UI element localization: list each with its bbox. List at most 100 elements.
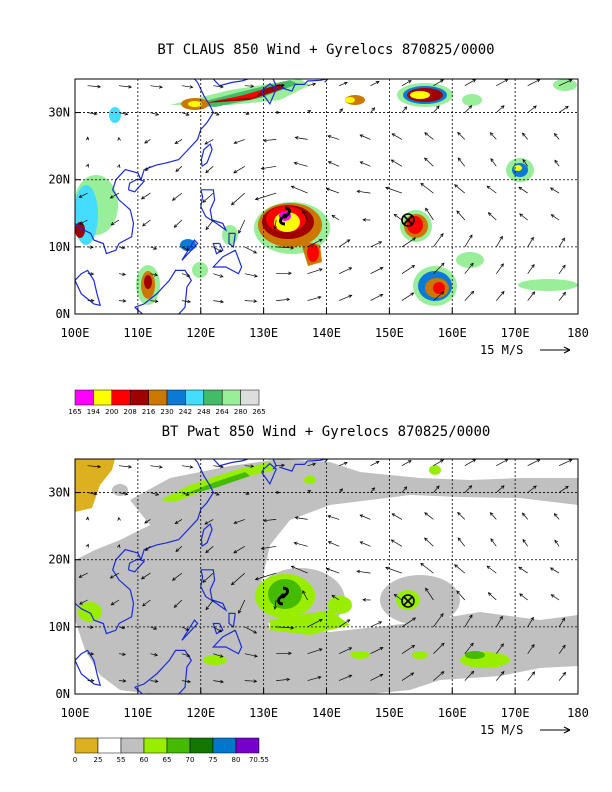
wind-vector [238,219,246,234]
colorbar-label: 242 [179,408,192,416]
wind-vector-head [393,593,398,598]
wind-vector [527,291,535,301]
wind-vector-head [276,110,280,115]
wind-vector [110,572,120,579]
wind-vector [558,264,566,274]
panel1-wind-vectors [78,79,573,304]
wind-vector-head [318,618,323,623]
colorbar-label: 208 [124,408,137,416]
coastline-segment [75,649,102,687]
wind-vector [433,485,440,493]
circled-x-icon [401,594,415,608]
x-tick-label: 180 [567,706,589,720]
wind-vector-head [79,221,83,225]
wind-vector [391,513,403,520]
wind-vector-head [410,292,415,296]
wind-vector [401,486,407,493]
wind-vector [554,133,560,140]
wind-vector [424,132,434,140]
wind-vector-head [189,465,194,469]
wind-vector-head [490,158,494,162]
wind-vector-head [562,264,566,269]
wind-vector-head [215,492,220,496]
wind-vector [79,192,88,198]
wind-vector [370,81,380,87]
wind-vector [331,215,340,221]
x-tick-label: 150E [375,706,404,720]
wind-vector [261,545,277,550]
wind-vector-head [124,112,129,116]
wind-vector-head [245,111,250,115]
colorbar-swatch [166,389,186,406]
wind-vector [433,459,444,467]
wind-vector [118,246,125,249]
wind-vector-head [318,268,323,272]
y-tick-label: 10N [48,240,70,254]
wind-vector-head [472,79,477,83]
wind-vector [425,588,434,601]
wind-vector-head [93,491,98,496]
coastline-segment [279,459,327,472]
wind-vector-head [85,163,90,168]
wind-vector [454,184,466,194]
wind-vector [181,246,189,251]
wind-vector-head [568,79,573,83]
wind-vector-head [346,619,351,623]
wind-vector-head [379,647,384,651]
wind-vector [181,680,191,683]
wind-vector [291,565,308,574]
wind-vector-head [140,575,145,580]
wind-vector [338,294,352,301]
wind-vector [327,515,340,520]
wind-vector [181,273,190,277]
wind-vector-head [122,299,127,303]
wind-vector-head [500,263,504,268]
colorbar-label: 25 [94,756,103,764]
wind-vector [519,213,528,221]
wind-vector-head [90,678,95,683]
wind-vector-head [550,214,555,218]
wind-vector-head [536,459,541,463]
wind-vector [433,671,445,681]
wind-vector-head [356,189,361,194]
wind-vector-head [253,679,258,683]
y-tick-label: 30N [48,106,70,120]
x-tick-label: 150E [375,326,404,340]
wind-vector-head [219,274,224,278]
wind-vector [496,105,505,113]
wind-vector-head [302,210,306,215]
wind-vector-head [218,248,223,253]
wind-vector-head [348,674,353,679]
wind-vector-head [561,237,566,242]
wind-vector-head [487,592,492,596]
wind-vector-head [562,644,566,649]
wind-vector [370,107,375,113]
wind-vector [231,572,246,586]
wind-vector-head [254,197,259,201]
wind-vector-head [245,491,250,495]
wind-vector [401,80,412,87]
wind-vector [233,519,245,524]
wind-vector [150,300,158,302]
panel1-axis-labels: 100E 110E 120E 130E 140E 150E 160E 170E 180 0N 10N… [48,106,589,340]
wind-vector [181,85,193,88]
wind-vector-head [294,516,299,520]
colorbar-swatch [120,737,145,754]
wind-vector-head [293,541,298,546]
wind-vector-head [215,112,220,116]
wind-vector [274,219,277,230]
wind-vector-head [440,459,444,463]
wind-vector [338,462,348,467]
wind-vector-head [262,518,267,523]
wind-vector [118,85,132,88]
wind-vector-head [456,210,461,215]
wind-vector-head [174,520,179,525]
wind-vector-head [173,224,178,228]
wind-vector-head [359,161,364,165]
wind-vector [464,642,474,654]
wind-vector-head [564,105,569,110]
x-tick-label: 170E [501,706,530,720]
wind-vector [457,132,466,140]
coastline-segment [200,143,213,167]
wind-vector [302,590,308,601]
